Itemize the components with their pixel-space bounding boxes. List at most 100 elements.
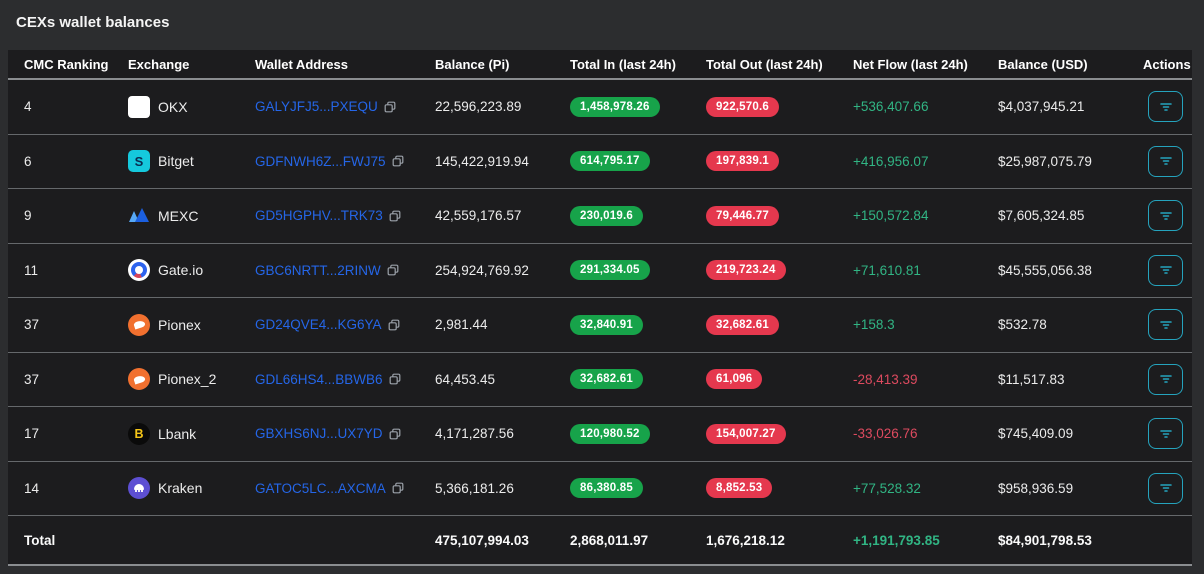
total-row: Total 475,107,994.03 2,868,011.97 1,676,… [8, 516, 1192, 564]
filter-action-button[interactable] [1148, 418, 1183, 450]
filter-action-button[interactable] [1148, 472, 1183, 504]
col-header-actions: Actions [1143, 56, 1191, 72]
total-out-cell: 8,852.53 [698, 478, 845, 499]
wallet-address-link[interactable]: GBC6NRTT...2RINW [255, 262, 381, 278]
total-in-badge: 32,840.91 [570, 314, 643, 335]
total-out-cell: 32,682.61 [698, 314, 845, 335]
balance-pi-value: 22,596,223.89 [435, 99, 522, 115]
wallet-cell: GBXHS6NJ...UX7YD [247, 426, 427, 441]
net-flow-value: +416,956.07 [853, 153, 929, 169]
total-out-badge: 61,096 [706, 369, 763, 390]
cmc-ranking-value: 17 [24, 426, 40, 442]
pionex-logo-icon [128, 313, 150, 336]
total-out-cell: 61,096 [698, 369, 845, 390]
okx-logo-icon [128, 95, 150, 118]
copy-icon[interactable] [383, 100, 397, 114]
exchange-name: MEXC [158, 207, 199, 224]
total-in-cell: 86,380.85 [562, 478, 698, 499]
net-flow-value: +71,610.81 [853, 262, 921, 278]
total-out-badge: 197,839.1 [706, 151, 779, 172]
balance-pi-value: 2,981.44 [435, 317, 488, 333]
cmc-ranking-value: 11 [24, 262, 39, 278]
col-header-total-out: Total Out (last 24h) [706, 56, 823, 72]
table-row: 14 Kraken GATOC5LC...AXCMA 5,366,181.26 … [8, 462, 1192, 516]
balance-pi-value: 64,453.45 [435, 371, 496, 387]
total-in-cell: 291,334.05 [562, 260, 698, 281]
mexc-logo-icon [128, 205, 150, 227]
wallet-address-link[interactable]: GDFNWH6Z...FWJ75 [255, 153, 386, 169]
wallet-cell: GDFNWH6Z...FWJ75 [247, 154, 427, 169]
wallet-address-link[interactable]: GDL66HS4...BBWB6 [255, 371, 383, 387]
copy-icon[interactable] [387, 318, 401, 332]
total-in-sum: 2,868,011.97 [570, 532, 649, 548]
kraken-logo-icon [128, 477, 150, 500]
filter-action-button[interactable] [1148, 254, 1183, 286]
exchange-name: Lbank [158, 425, 197, 442]
exchange-cell: Gate.io [120, 259, 247, 282]
exchange-cell: Pionex [120, 313, 247, 336]
net-flow-value: +150,572.84 [853, 208, 929, 224]
table-row: 6 S Bitget GDFNWH6Z...FWJ75 145,422,919.… [8, 135, 1192, 189]
col-header-balance-pi: Balance (Pi) [435, 56, 510, 72]
balance-usd-value: $745,409.09 [998, 426, 1074, 442]
exchange-cell: Kraken [120, 477, 247, 500]
wallet-address-link[interactable]: GALYJFJ5...PXEQU [255, 99, 378, 115]
total-in-cell: 32,840.91 [562, 314, 698, 335]
lbank-logo-icon: B [128, 422, 150, 445]
total-out-cell: 922,570.6 [698, 96, 845, 117]
exchange-cell: S Bitget [120, 150, 247, 173]
total-balance-usd: $84,901,798.53 [998, 532, 1092, 548]
balance-pi-value: 145,422,919.94 [435, 153, 529, 169]
table-row: 37 Pionex GD24QVE4...KG6YA 2,981.44 32,8… [8, 298, 1192, 353]
col-header-wallet-address: Wallet Address [255, 56, 348, 72]
net-flow-value: -33,026.76 [853, 426, 918, 442]
net-flow-value: +536,407.66 [853, 99, 929, 115]
filter-action-button[interactable] [1148, 309, 1183, 341]
exchange-name: Gate.io [158, 262, 204, 279]
balance-pi-value: 5,366,181.26 [435, 480, 514, 496]
col-header-balance-usd: Balance (USD) [998, 56, 1088, 72]
wallet-cell: GATOC5LC...AXCMA [247, 481, 427, 496]
copy-icon[interactable] [386, 263, 400, 277]
exchange-name: Pionex_2 [158, 371, 217, 388]
wallet-address-link[interactable]: GD5HGPHV...TRK73 [255, 208, 383, 224]
filter-action-button[interactable] [1148, 91, 1183, 123]
cmc-ranking-value: 14 [24, 480, 40, 496]
cmc-ranking-value: 4 [24, 99, 32, 115]
total-out-badge: 32,682.61 [706, 314, 779, 335]
total-in-badge: 86,380.85 [570, 478, 643, 499]
actions-cell [1135, 200, 1192, 232]
wallet-cell: GD5HGPHV...TRK73 [247, 208, 427, 223]
col-header-cmc-ranking: CMC Ranking [24, 56, 109, 72]
cex-balances-table: CMC Ranking Exchange Wallet Address Bala… [8, 50, 1192, 566]
total-net-flow: +1,191,793.85 [853, 532, 940, 548]
table-row: 9 MEXC GD5HGPHV...TRK73 42,559,176.57 23… [8, 189, 1192, 244]
pionex-logo-icon [128, 368, 150, 391]
copy-icon[interactable] [388, 427, 402, 441]
total-out-badge: 219,723.24 [706, 260, 786, 281]
copy-icon[interactable] [388, 209, 402, 223]
cmc-ranking-value: 6 [24, 153, 32, 169]
total-balance-pi: 475,107,994.03 [435, 532, 529, 548]
cmc-ranking-value: 9 [24, 208, 32, 224]
total-out-cell: 79,446.77 [698, 205, 845, 226]
total-out-badge: 79,446.77 [706, 205, 779, 226]
filter-action-button[interactable] [1148, 200, 1183, 232]
wallet-address-link[interactable]: GBXHS6NJ...UX7YD [255, 426, 383, 442]
balance-usd-value: $25,987,075.79 [998, 153, 1092, 169]
total-out-cell: 197,839.1 [698, 151, 845, 172]
copy-icon[interactable] [388, 372, 402, 386]
actions-cell [1135, 254, 1192, 286]
wallet-address-link[interactable]: GD24QVE4...KG6YA [255, 317, 382, 333]
filter-action-button[interactable] [1148, 145, 1183, 177]
copy-icon[interactable] [391, 481, 405, 495]
total-out-cell: 154,007.27 [698, 423, 845, 444]
actions-cell [1135, 472, 1192, 504]
copy-icon[interactable] [391, 154, 405, 168]
filter-action-button[interactable] [1148, 363, 1183, 395]
total-in-badge: 230,019.6 [570, 205, 643, 226]
actions-cell [1135, 145, 1192, 177]
exchange-cell: Pionex_2 [120, 368, 247, 391]
exchange-cell: MEXC [120, 205, 247, 227]
wallet-address-link[interactable]: GATOC5LC...AXCMA [255, 480, 386, 496]
